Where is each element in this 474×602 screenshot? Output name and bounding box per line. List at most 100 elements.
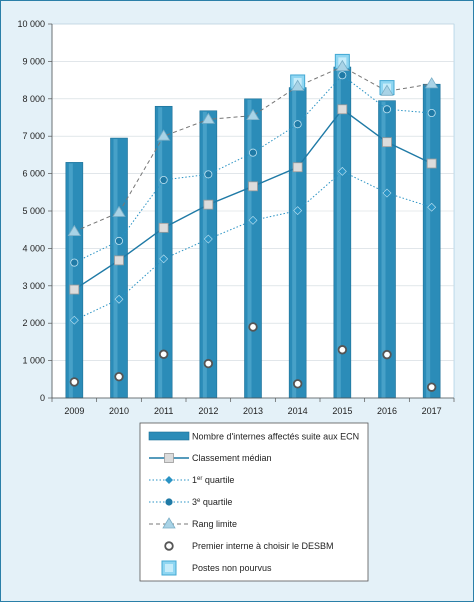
q3-point <box>70 258 79 267</box>
bar-highlight <box>292 88 297 398</box>
median-point <box>382 137 392 148</box>
y-tick-label: 0 <box>40 393 45 403</box>
bar-highlight <box>336 68 341 398</box>
q3-point <box>382 105 391 114</box>
y-axis: 0 1 000 2 000 3 000 4 000 5 000 6 000 7 000 8 00… <box>17 19 53 403</box>
y-tick-label: 9 000 <box>22 56 45 66</box>
rank-limit-point <box>380 84 394 96</box>
q3-point <box>159 175 168 184</box>
rank-limit-point <box>201 112 216 124</box>
desbm-point <box>248 322 258 332</box>
median-point <box>337 104 348 115</box>
q1-point <box>382 188 392 198</box>
bar-highlight <box>426 85 431 399</box>
desbm-point <box>382 349 392 360</box>
bar-highlight <box>202 111 207 398</box>
y-tick-label: 2 000 <box>22 318 45 328</box>
x-tick-label: 2017 <box>422 406 442 416</box>
desbm-point <box>203 358 214 369</box>
median-point <box>248 181 258 192</box>
bar <box>110 137 128 399</box>
median-point <box>203 199 214 210</box>
bar <box>422 83 441 399</box>
y-tick-label: 8 000 <box>22 94 45 104</box>
y-tick-label: 4 000 <box>22 243 45 253</box>
x-tick-label: 2010 <box>109 406 129 416</box>
legend-marker-square <box>164 453 174 463</box>
x-tick-label: 2012 <box>198 406 218 416</box>
legend-item-median: Classement médian <box>149 453 272 463</box>
desbm-point <box>337 345 348 355</box>
x-tick-label: 2013 <box>243 406 263 416</box>
rank-limit-point <box>290 79 305 91</box>
legend-marker-circle <box>165 498 173 506</box>
legend-swatch-bars <box>148 431 190 441</box>
rank-limit-point <box>156 129 171 141</box>
x-axis: 2009 2010 2011 2012 2013 2014 2015 2016 2017 <box>51 397 455 416</box>
desbm-point <box>114 371 124 382</box>
q1-point <box>248 215 258 225</box>
x-tick-label: 2009 <box>64 406 84 416</box>
y-tick-label: 6 000 <box>22 169 45 179</box>
legend-label-bars: Nombre d'internes affectés suite aux ECN <box>192 432 359 442</box>
legend-label-limit: Rang limite <box>192 519 237 529</box>
q1-point <box>337 166 347 176</box>
bar <box>65 162 84 399</box>
legend-item-desbm: Premier interne à choisir le DESBM <box>164 541 334 551</box>
desbm-point <box>158 349 169 359</box>
y-tick-label: 5 000 <box>22 206 45 216</box>
q1-point <box>159 254 169 264</box>
rank-limit-point <box>67 224 82 236</box>
legend-item-unfilled: Postes non pourvus <box>161 560 272 576</box>
bar-highlight <box>247 99 252 399</box>
y-tick-label: 1 000 <box>22 356 45 366</box>
q3-point <box>115 236 124 245</box>
bar-highlight <box>68 163 73 398</box>
median-point <box>158 222 169 233</box>
rank-limit-point <box>246 108 260 121</box>
desbm-point <box>426 382 437 392</box>
bar <box>199 110 218 399</box>
desbm-point <box>69 377 80 387</box>
q3-point <box>204 170 213 179</box>
bar <box>244 98 262 399</box>
legend-label-median: Classement médian <box>192 453 272 463</box>
legend-label-q3: 3e quartile <box>192 497 232 507</box>
x-tick-label: 2014 <box>288 406 308 416</box>
x-tick-label: 2015 <box>332 406 352 416</box>
x-tick-label: 2011 <box>154 406 173 416</box>
rank-limit-line <box>74 66 432 233</box>
legend: Nombre d'internes affectés suite aux ECN… <box>148 431 359 576</box>
y-tick-label: 7 000 <box>22 131 45 141</box>
q1-point <box>69 315 79 325</box>
q3-line <box>74 74 432 264</box>
bar-highlight <box>381 101 386 399</box>
q1-point <box>114 294 124 304</box>
q3-point <box>338 71 347 80</box>
x-tick-label: 2016 <box>377 406 397 416</box>
legend-item-bars: Nombre d'internes affectés suite aux ECN <box>148 431 359 442</box>
median-point <box>426 158 437 169</box>
bar <box>288 87 307 399</box>
q1-point <box>203 234 213 244</box>
q3-point <box>293 120 302 129</box>
median-point <box>114 255 124 266</box>
median-point <box>292 162 303 173</box>
legend-label-unfilled: Postes non pourvus <box>192 563 272 573</box>
bar-highlight <box>113 139 118 398</box>
desbm-point <box>292 379 303 389</box>
legend-item-limit: Rang limite <box>149 517 237 529</box>
y-tick-label: 10 000 <box>17 19 45 29</box>
legend-label-q1: 1er quartile <box>192 475 234 485</box>
y-tick-label: 3 000 <box>22 281 45 291</box>
rank-limit-point <box>112 205 126 217</box>
median-point <box>69 284 80 295</box>
q3-point <box>248 148 257 157</box>
legend-item-q3: 3e quartile <box>149 497 232 507</box>
legend-marker-diamond <box>165 476 173 484</box>
bar-highlight <box>158 107 163 398</box>
legend-item-q1: 1er quartile <box>149 475 234 485</box>
q1-point <box>427 202 437 212</box>
legend-marker-triangle <box>162 517 176 529</box>
